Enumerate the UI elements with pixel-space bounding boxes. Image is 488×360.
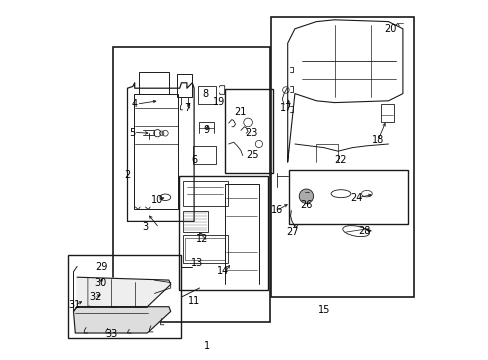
Text: 10: 10	[151, 195, 163, 205]
Text: 11: 11	[187, 296, 200, 306]
Bar	[182, 181, 227, 206]
Circle shape	[299, 189, 313, 203]
Text: 29: 29	[95, 262, 107, 272]
Text: 4: 4	[131, 99, 138, 109]
Text: 26: 26	[300, 200, 312, 210]
Text: 24: 24	[349, 193, 362, 203]
Bar	[182, 235, 227, 263]
Bar	[177, 74, 192, 97]
Text: 17: 17	[279, 103, 291, 113]
Bar	[193, 146, 215, 164]
Text: 5: 5	[129, 128, 135, 138]
Text: 16: 16	[270, 204, 283, 215]
Bar	[197, 86, 215, 104]
Text: 25: 25	[245, 150, 258, 160]
Text: 1: 1	[203, 341, 209, 351]
Text: 31: 31	[68, 300, 81, 310]
Bar	[380, 104, 393, 122]
Text: 7: 7	[183, 103, 190, 113]
Text: 8: 8	[202, 89, 208, 99]
Bar	[185, 238, 224, 260]
Text: 21: 21	[234, 107, 246, 117]
Text: 27: 27	[285, 227, 298, 237]
Bar	[224, 89, 272, 173]
Text: 32: 32	[89, 292, 101, 302]
Bar	[139, 72, 168, 94]
Text: 13: 13	[190, 258, 203, 268]
Bar	[179, 176, 267, 290]
Bar	[271, 17, 413, 297]
Polygon shape	[77, 277, 170, 307]
Text: 20: 20	[384, 24, 396, 34]
Text: 2: 2	[124, 170, 130, 180]
Bar	[133, 94, 178, 209]
Text: 18: 18	[371, 135, 383, 145]
Text: 12: 12	[196, 234, 208, 244]
Bar	[113, 47, 269, 322]
Text: 33: 33	[105, 329, 117, 339]
Bar	[288, 170, 407, 224]
Text: 3: 3	[142, 222, 148, 232]
Text: 30: 30	[94, 278, 106, 288]
Polygon shape	[73, 307, 170, 333]
Text: 14: 14	[216, 266, 228, 276]
Text: 28: 28	[357, 226, 369, 236]
Text: 23: 23	[245, 128, 257, 138]
Text: 15: 15	[317, 305, 329, 315]
Text: 9: 9	[203, 125, 209, 135]
Text: 6: 6	[191, 155, 197, 165]
Bar	[68, 255, 181, 338]
Bar	[182, 211, 207, 232]
Text: 22: 22	[334, 155, 346, 165]
Text: 19: 19	[212, 96, 224, 107]
